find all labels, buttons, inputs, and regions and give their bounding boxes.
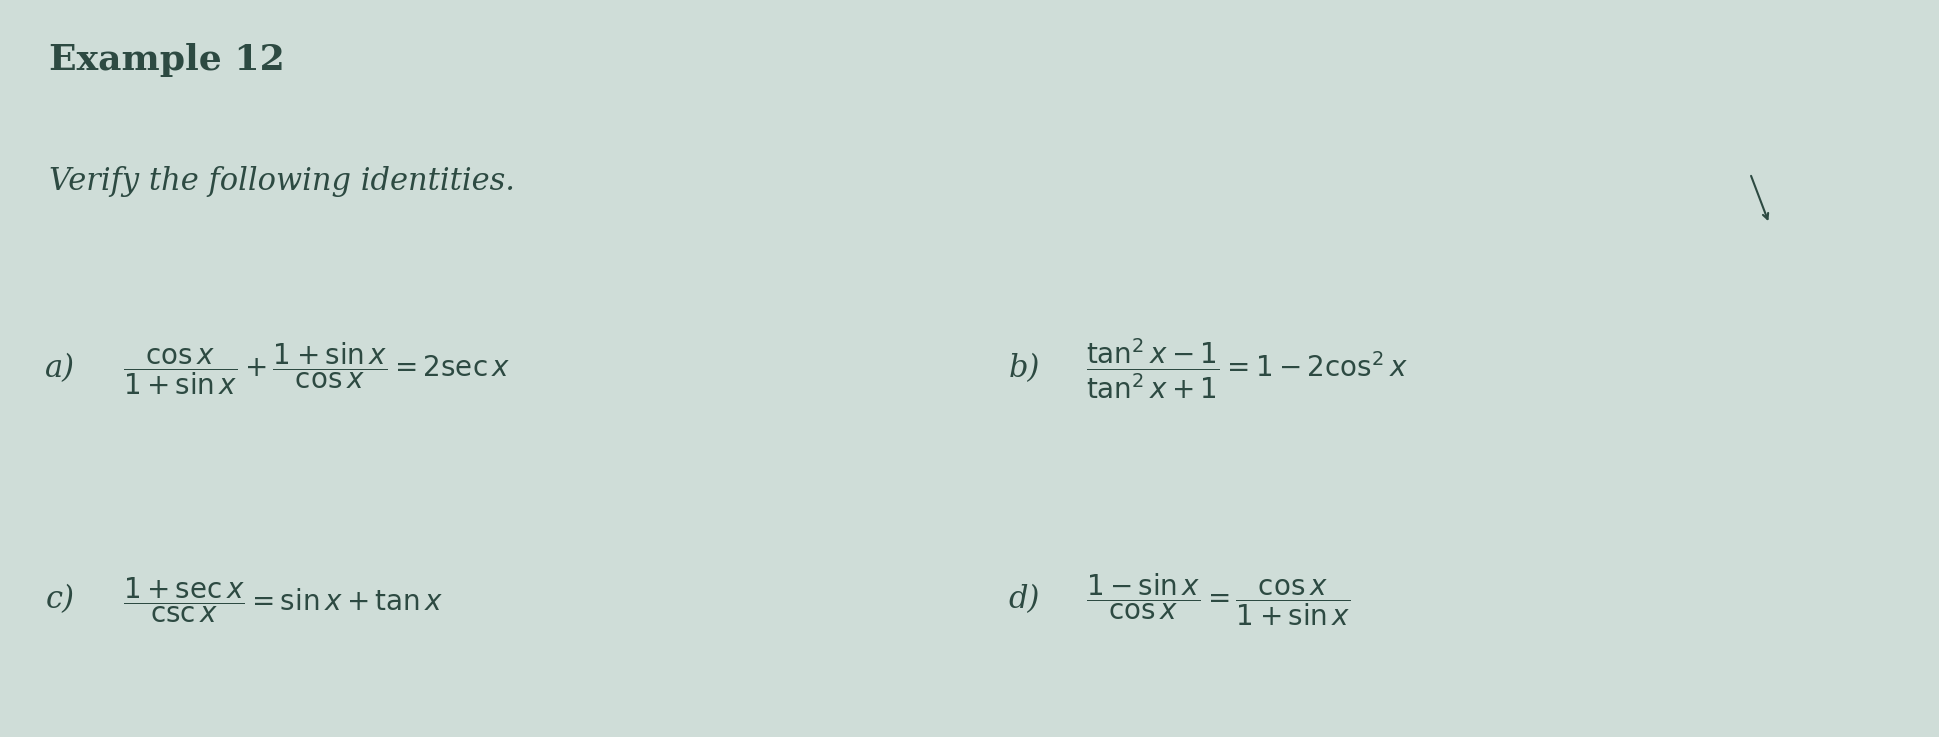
Text: $\dfrac{1+\sec x}{\csc x}=\sin x+\tan x$: $\dfrac{1+\sec x}{\csc x}=\sin x+\tan x$ [122,575,442,625]
Text: $\dfrac{\tan^2 x-1}{\tan^2 x+1}=1-2\cos^2 x$: $\dfrac{\tan^2 x-1}{\tan^2 x+1}=1-2\cos^… [1086,336,1406,401]
Text: c): c) [45,584,74,615]
Text: $\dfrac{1-\sin x}{\cos x}=\dfrac{\cos x}{1+\sin x}$: $\dfrac{1-\sin x}{\cos x}=\dfrac{\cos x}… [1086,572,1350,628]
Text: Example 12: Example 12 [48,43,285,77]
Text: Verify the following identities.: Verify the following identities. [48,166,516,197]
Text: a): a) [45,353,76,384]
Text: d): d) [1008,584,1039,615]
Text: $\dfrac{\cos x}{1+\sin x}+\dfrac{1+\sin x}{\cos x}=2\sec x$: $\dfrac{\cos x}{1+\sin x}+\dfrac{1+\sin … [122,340,510,397]
Text: b): b) [1008,353,1039,384]
